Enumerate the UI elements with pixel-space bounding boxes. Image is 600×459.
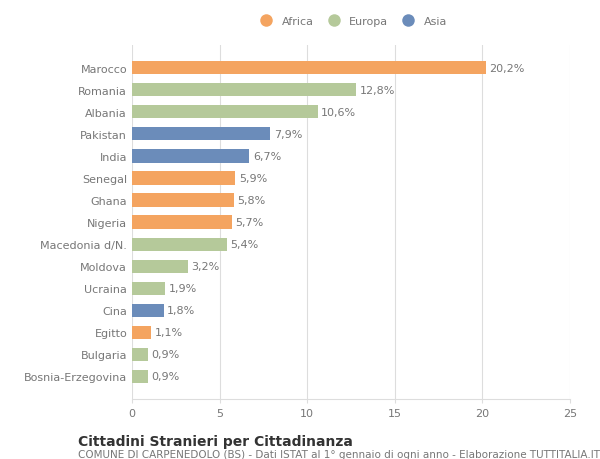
Text: 1,1%: 1,1% — [155, 328, 183, 338]
Text: Cittadini Stranieri per Cittadinanza: Cittadini Stranieri per Cittadinanza — [78, 434, 353, 448]
Bar — [132, 304, 164, 317]
Bar — [132, 282, 165, 295]
Text: 1,9%: 1,9% — [169, 284, 197, 294]
Bar — [132, 128, 271, 141]
Text: 5,8%: 5,8% — [237, 196, 265, 206]
Text: 5,7%: 5,7% — [235, 218, 263, 228]
Bar — [132, 260, 188, 273]
Text: 1,8%: 1,8% — [167, 306, 195, 316]
Text: 12,8%: 12,8% — [360, 85, 395, 95]
Bar — [132, 370, 148, 383]
Bar — [132, 216, 232, 229]
Bar — [132, 172, 235, 185]
Text: 3,2%: 3,2% — [191, 262, 220, 272]
Text: 0,9%: 0,9% — [151, 372, 179, 381]
Bar — [132, 106, 318, 119]
Bar — [132, 84, 356, 97]
Text: 10,6%: 10,6% — [321, 107, 356, 118]
Bar — [132, 238, 227, 251]
Text: 6,7%: 6,7% — [253, 151, 281, 162]
Text: 20,2%: 20,2% — [490, 64, 525, 73]
Text: COMUNE DI CARPENEDOLO (BS) - Dati ISTAT al 1° gennaio di ogni anno - Elaborazion: COMUNE DI CARPENEDOLO (BS) - Dati ISTAT … — [78, 449, 600, 459]
Text: 0,9%: 0,9% — [151, 350, 179, 360]
Bar — [132, 326, 151, 339]
Bar — [132, 62, 486, 75]
Legend: Africa, Europa, Asia: Africa, Europa, Asia — [250, 12, 452, 31]
Text: 5,9%: 5,9% — [239, 174, 267, 184]
Text: 7,9%: 7,9% — [274, 129, 302, 140]
Bar — [132, 194, 233, 207]
Text: 5,4%: 5,4% — [230, 240, 259, 250]
Bar — [132, 150, 250, 163]
Bar — [132, 348, 148, 361]
